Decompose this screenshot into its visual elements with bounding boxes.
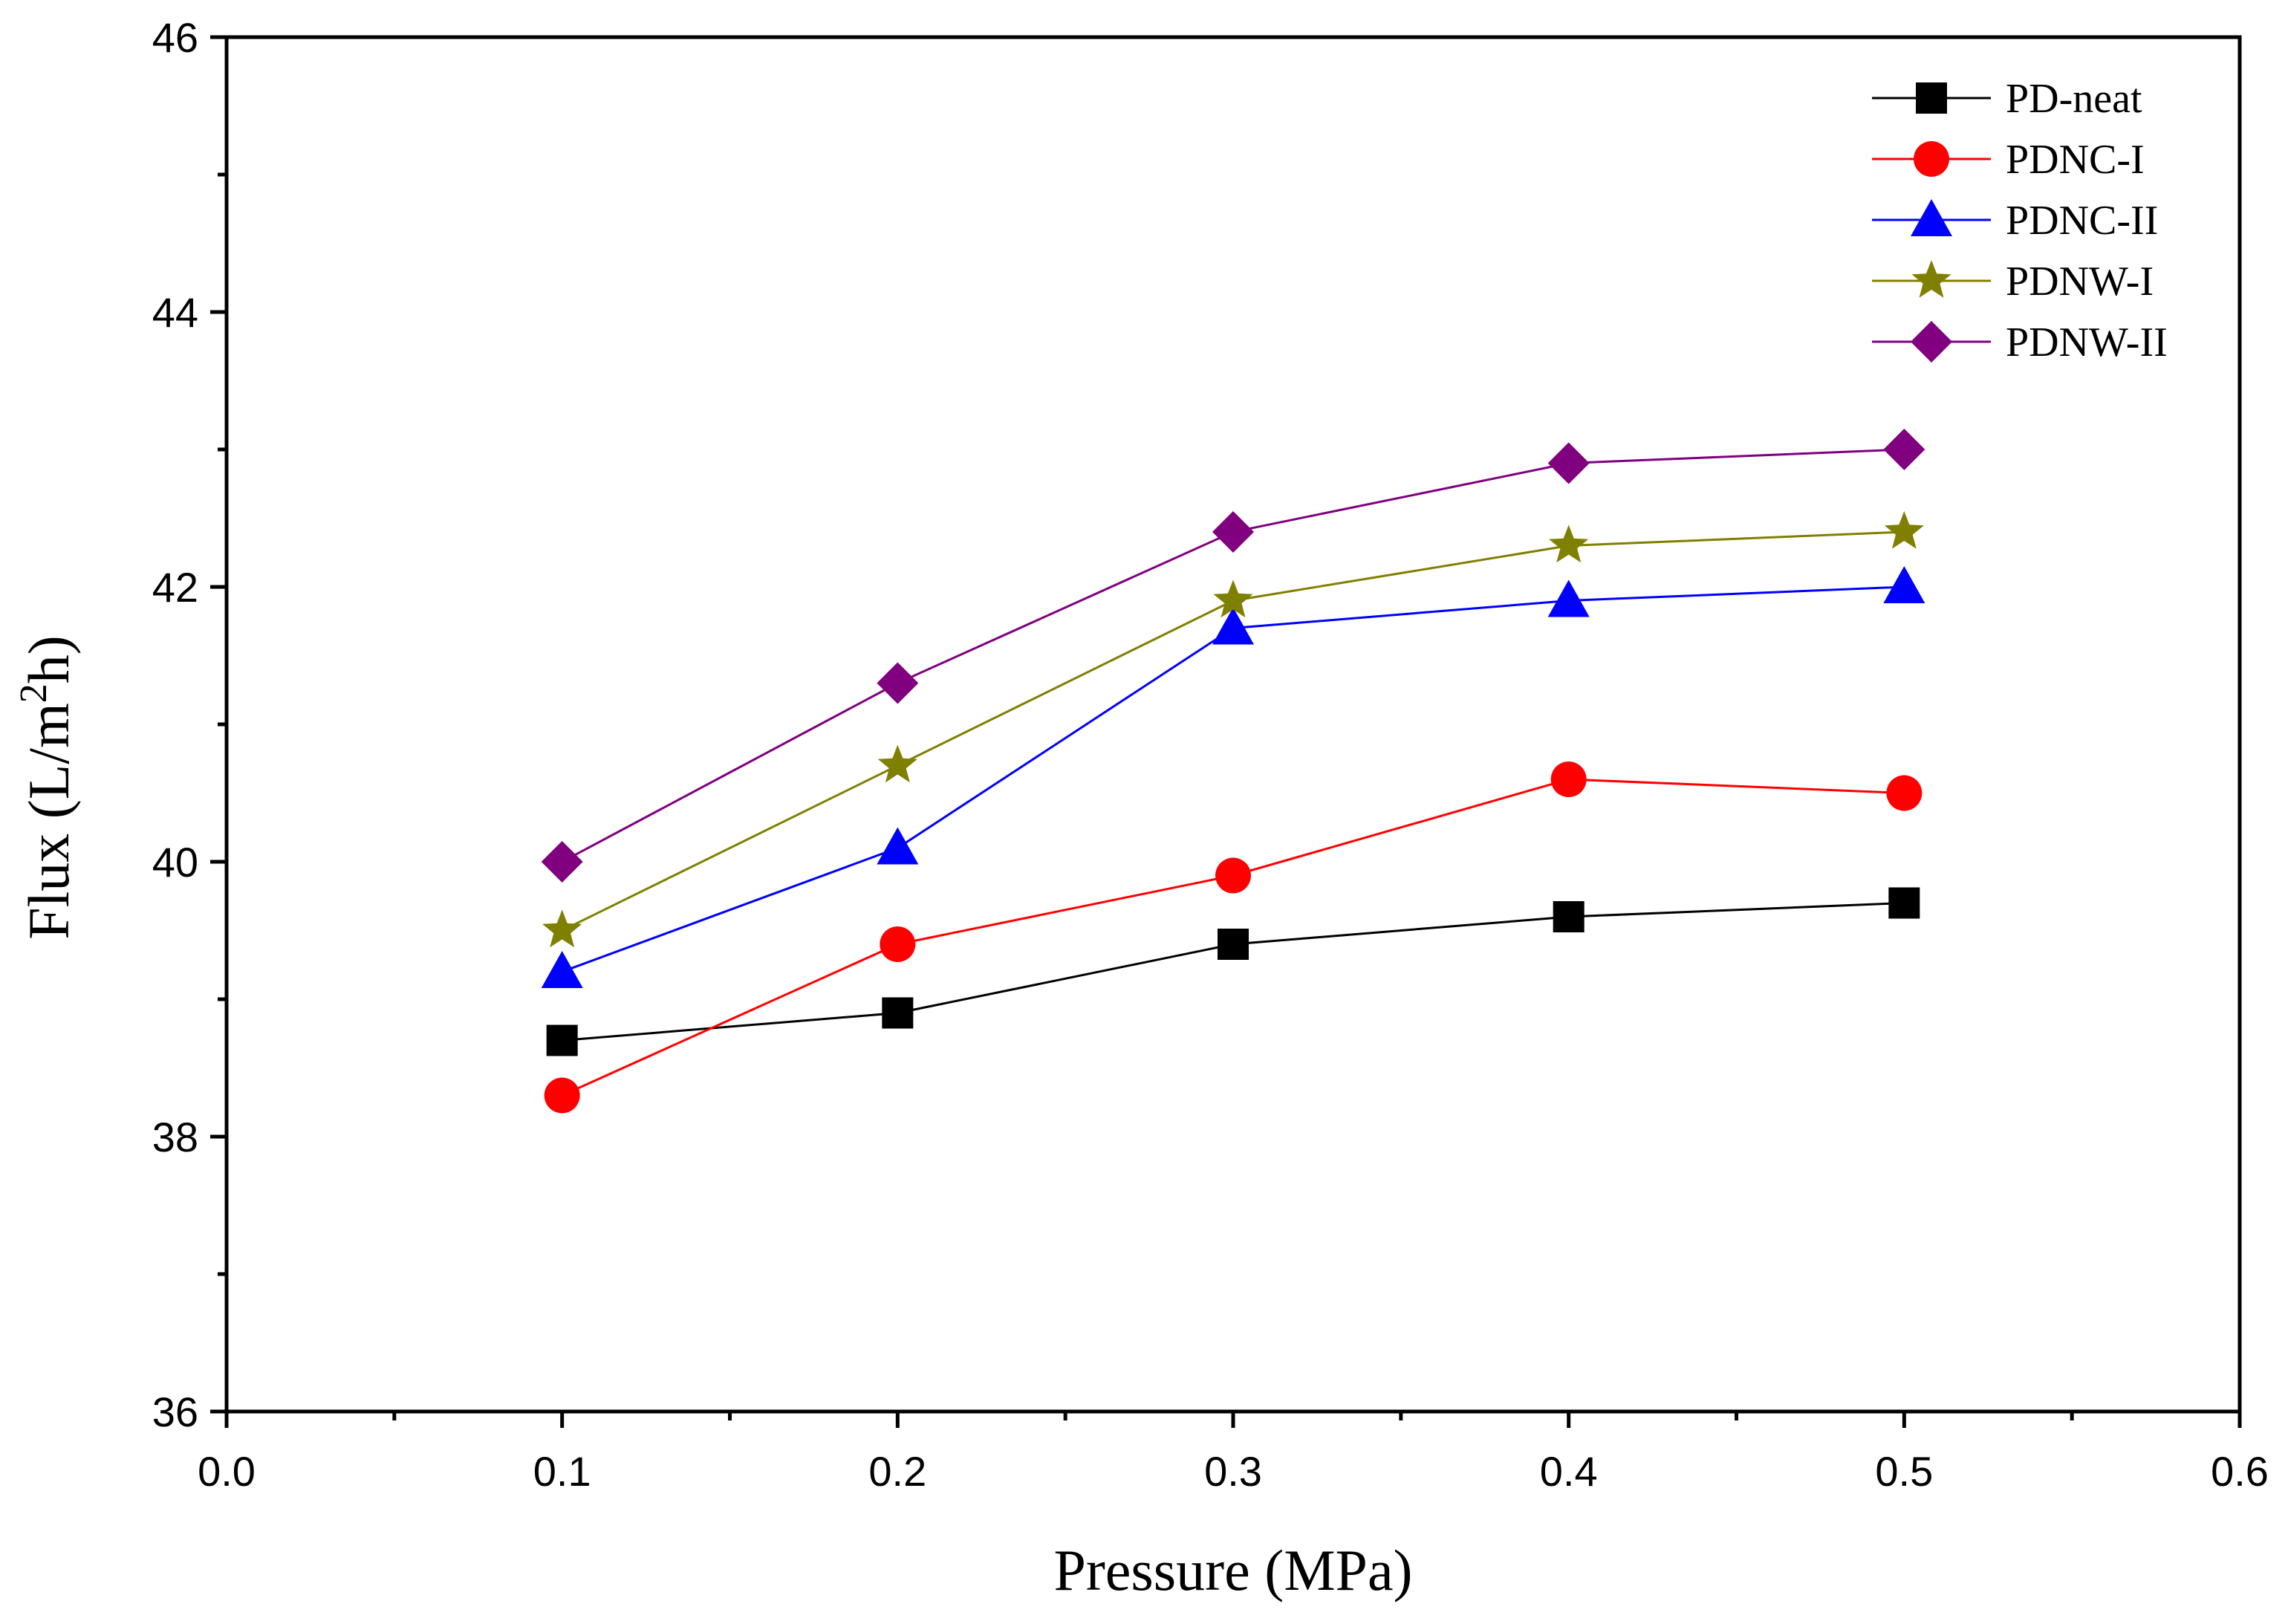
x-tick-label: 0.4 (1540, 1448, 1598, 1495)
x-tick-label: 0.5 (1875, 1448, 1933, 1495)
data-point-pdnc-i (880, 926, 916, 962)
y-tick-label: 38 (152, 1114, 198, 1160)
x-axis: 0.0 0.1 0.2 0.3 0.4 0.5 0.6 (198, 1412, 2269, 1495)
data-point-pd-neat (1218, 929, 1249, 960)
data-point-pdnw-i (1549, 524, 1589, 563)
y-tick-label: 42 (152, 564, 198, 611)
data-point-pdnc-ii (1547, 579, 1590, 617)
series-pdnc-ii (541, 566, 1925, 988)
series-pdnw-ii (541, 429, 1925, 883)
plot-frame (224, 35, 2242, 1414)
legend-marker (1911, 321, 1952, 363)
y-tick-label: 40 (152, 839, 198, 886)
legend-label: PDNC-II (2006, 198, 2158, 244)
legend-entry-pd-neat: PD-neat (1872, 76, 2142, 122)
y-tick-label: 44 (152, 289, 198, 336)
data-point-pdnc-ii (877, 827, 919, 865)
legend: PD-neat PDNC-I PDNC-II PDNW-I PDNW-II (1872, 76, 2168, 366)
data-point-pdnw-ii (1547, 442, 1590, 484)
plot-border (224, 35, 2242, 1414)
data-point-pdnc-ii (541, 951, 583, 988)
y-tick-label: 46 (152, 14, 198, 61)
data-point-pdnw-ii (1212, 511, 1254, 553)
data-point-pd-neat (882, 997, 914, 1029)
data-point-pd-neat (546, 1024, 578, 1056)
data-point-pdnc-i (1550, 761, 1587, 797)
data-point-pdnw-i (877, 744, 917, 783)
y-axis: 36 38 40 42 44 46 (152, 14, 227, 1435)
legend-label: PDNC-I (2006, 137, 2145, 183)
data-point-pdnw-i (542, 909, 582, 948)
data-point-pdnc-ii (1212, 607, 1254, 645)
data-point-pdnw-ii (1883, 429, 1925, 470)
data-point-pdnc-ii (1883, 566, 1925, 603)
legend-marker (1911, 199, 1952, 236)
legend-label: PDNW-II (2006, 319, 2168, 366)
legend-marker (1911, 260, 1951, 298)
legend-entry-pdnc-ii: PDNC-II (1872, 198, 2158, 244)
data-point-pdnw-i (1213, 579, 1253, 618)
series-line-pd-neat (562, 902, 1905, 1042)
data-point-pdnc-i (1886, 775, 1923, 811)
x-axis-title: Pressure (MPa) (1053, 1538, 1412, 1602)
legend-marker (1914, 141, 1949, 177)
data-point-pd-neat (1553, 901, 1585, 932)
series-pdnc-i (544, 761, 1923, 1114)
data-point-pdnw-i (1884, 511, 1924, 549)
legend-marker (1916, 82, 1947, 114)
data-point-pdnc-i (544, 1077, 580, 1114)
x-tick-label: 0.6 (2211, 1448, 2269, 1495)
series-pd-neat (546, 887, 1920, 1056)
y-tick-label: 36 (152, 1388, 198, 1435)
x-tick-label: 0.3 (1204, 1448, 1262, 1495)
y-axis-title: Flux (L/m2h) (13, 635, 81, 940)
legend-entry-pdnc-i: PDNC-I (1872, 137, 2145, 183)
legend-entry-pdnw-ii: PDNW-II (1872, 319, 2168, 366)
data-point-pdnw-ii (541, 841, 583, 883)
x-tick-label: 0.2 (868, 1448, 926, 1495)
series-line-pdnc-ii (562, 585, 1905, 973)
legend-entry-pdnw-i: PDNW-I (1872, 259, 2154, 305)
series-layer (541, 429, 1925, 1114)
data-point-pdnw-ii (877, 662, 919, 704)
legend-label: PDNW-I (2006, 259, 2154, 305)
legend-label: PD-neat (2006, 76, 2142, 122)
data-point-pdnc-i (1215, 857, 1251, 894)
x-tick-label: 0.0 (198, 1448, 256, 1495)
x-tick-label: 0.1 (533, 1448, 591, 1495)
series-pdnw-i (542, 511, 1924, 948)
data-point-pd-neat (1888, 887, 1920, 919)
